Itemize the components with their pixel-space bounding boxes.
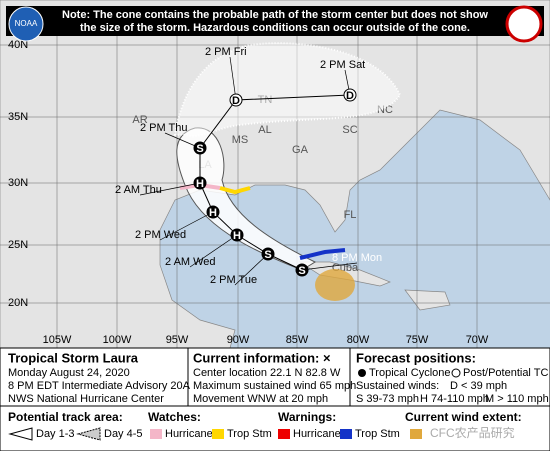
lat-label: 35N: [8, 111, 28, 123]
icon: [340, 429, 352, 439]
heading: Potential track area:: [8, 410, 123, 424]
logo-text: NOAA: [15, 19, 38, 28]
hispaniola: [404, 289, 451, 311]
time-label: 2 PM Tue: [210, 274, 257, 286]
position-symbol: S: [196, 143, 203, 155]
lat-label: 40N: [8, 39, 28, 51]
noaa-logo: [8, 6, 44, 42]
time-label: 2 PM Sat: [320, 59, 365, 71]
position-symbol: H: [196, 178, 204, 190]
place-label: AL: [258, 124, 271, 136]
lon-label: 70W: [466, 334, 489, 346]
lat-label: 30N: [8, 177, 28, 189]
position-symbol: S: [298, 265, 305, 277]
position-marker: [343, 88, 357, 102]
icon: [8, 427, 33, 441]
legend-label: Trop Stm: [355, 428, 400, 440]
lon-label: 105W: [43, 334, 72, 346]
place-label: SC: [342, 124, 357, 136]
time-label: 8 PM Mon: [332, 252, 382, 264]
heading: Watches:: [148, 410, 201, 424]
icon: [76, 427, 101, 441]
info: D < 39 mph: [450, 380, 507, 392]
place-label: MS: [232, 134, 249, 146]
position-marker: [295, 263, 309, 277]
place-label: GA: [292, 144, 309, 156]
ts-warning: [299, 248, 346, 260]
lon-label: 75W: [406, 334, 429, 346]
legend-label: Hurricane: [165, 428, 213, 440]
position-symbol: D: [232, 95, 240, 107]
info: NWS National Hurricane Center: [8, 393, 164, 405]
legend-label: Day 4-5: [104, 428, 143, 440]
position-symbol: D: [346, 90, 354, 102]
icon: [150, 429, 162, 439]
info: Sustained winds:: [356, 380, 439, 392]
leader: [159, 211, 214, 241]
info: Post/Potential TC: [463, 367, 548, 379]
watermark: CFC农产品研究: [430, 425, 515, 440]
info: Monday August 24, 2020: [8, 367, 130, 379]
position-marker: [261, 247, 275, 261]
time-label: 2 AM Wed: [165, 256, 216, 268]
heading: Warnings:: [278, 410, 336, 424]
legend-label: Hurricane: [293, 428, 341, 440]
heading: Current information: ×: [193, 350, 331, 365]
position-symbol: H: [209, 207, 217, 219]
place-label: AR: [132, 114, 147, 126]
position-marker: [230, 228, 244, 242]
time-label: 2 PM Fri: [205, 46, 247, 58]
track: S 8 PM Mon S 2 PM Tue H 2 AM Wed H 2 PM Wed H 2 A…: [115, 46, 382, 286]
legend-label: Trop Stm: [227, 428, 272, 440]
leader: [301, 262, 358, 271]
lat-label: 25N: [8, 239, 28, 251]
info: Center location 22.1 N 82.8 W: [193, 367, 341, 379]
note-box: [6, 6, 544, 36]
place-label: FL: [344, 209, 357, 221]
info: S 39-73 mph: [356, 393, 419, 405]
ptc-icon: [451, 368, 461, 378]
time-label: 2 PM Thu: [140, 122, 188, 134]
icon: [278, 429, 290, 439]
lon-label: 80W: [347, 334, 370, 346]
tc-icon: [358, 369, 366, 377]
leader: [189, 234, 238, 268]
icon: [212, 429, 224, 439]
storm-name: Tropical Storm Laura: [8, 350, 139, 365]
note: the size of the storm. Hazardous conditi…: [80, 22, 470, 34]
position-marker: [206, 205, 220, 219]
position-symbol: H: [233, 230, 241, 242]
lon-label: 85W: [286, 334, 309, 346]
lon-label: 100W: [103, 334, 132, 346]
leader: [139, 182, 201, 196]
info: 8 PM EDT Intermediate Advisory 20A: [8, 380, 191, 392]
graticule: 40N 35N 30N 25N 20N 105W 100W 95W 90W 85W 80W 75W 70…: [0, 36, 550, 348]
info: M > 110 mph: [485, 393, 549, 405]
position-marker: [229, 93, 243, 107]
leader: [229, 56, 237, 101]
time-label: 2 AM Thu: [115, 184, 162, 196]
info: Movement WNW at 20 mph: [193, 393, 328, 405]
lon-label: 95W: [166, 334, 189, 346]
time-label: 2 PM Wed: [135, 229, 186, 241]
ts-watch: [219, 186, 251, 195]
icon: [410, 429, 422, 439]
wind-extent: [315, 269, 355, 301]
info: Maximum sustained wind 65 mph: [193, 380, 356, 392]
heading: Forecast positions:: [356, 350, 476, 365]
position-marker: [193, 141, 207, 155]
position-symbol: S: [264, 249, 271, 261]
heading: Current wind extent:: [405, 410, 522, 424]
lat-label: 20N: [8, 297, 28, 309]
legend-label: Day 1-3: [36, 428, 75, 440]
leader: [234, 253, 269, 286]
nws-logo: [505, 5, 543, 43]
note: Note: The cone contains the probable pat…: [62, 9, 488, 21]
position-marker: [193, 176, 207, 190]
lon-label: 90W: [227, 334, 250, 346]
info: Tropical Cyclone: [369, 367, 451, 379]
land: [0, 0, 550, 349]
info: H 74-110 mph: [420, 393, 489, 405]
